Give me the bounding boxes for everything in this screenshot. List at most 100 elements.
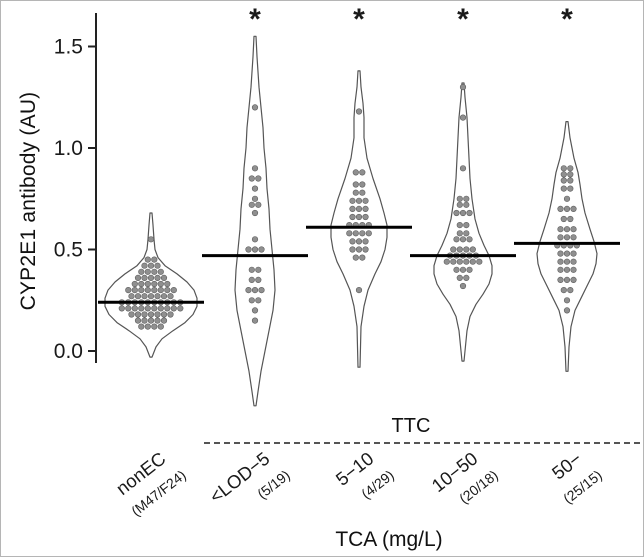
- data-point: [251, 307, 259, 314]
- data-point: [570, 205, 577, 212]
- data-point: [258, 287, 265, 294]
- data-point: [563, 266, 571, 273]
- data-point: [151, 287, 158, 294]
- data-point: [157, 280, 164, 288]
- data-point: [570, 226, 577, 233]
- data-point: [170, 287, 177, 294]
- y-axis-title: CYP2E1 antibody (AU): [17, 91, 40, 311]
- data-point: [453, 266, 460, 273]
- data-point: [567, 165, 574, 172]
- data-point: [359, 189, 366, 196]
- data-point: [443, 258, 450, 265]
- data-point: [251, 246, 259, 253]
- data-point: [349, 205, 356, 212]
- data-point: [144, 256, 151, 263]
- data-point: [570, 276, 577, 284]
- data-point: [258, 246, 265, 253]
- data-point: [557, 266, 564, 273]
- data-point: [245, 246, 252, 253]
- data-point: [141, 293, 148, 300]
- data-point: [138, 280, 145, 288]
- data-point: [560, 177, 567, 184]
- data-point: [157, 268, 164, 275]
- significance-star: *: [561, 3, 573, 36]
- significance-star: *: [457, 3, 469, 36]
- data-point: [160, 274, 168, 282]
- y-tick-label: 1.5: [54, 36, 83, 59]
- violin-outline: [536, 121, 598, 372]
- violin-outline: [330, 70, 388, 368]
- data-point: [459, 236, 467, 243]
- data-point: [141, 311, 148, 318]
- data-point: [352, 189, 359, 196]
- data-point: [456, 230, 463, 237]
- data-point: [557, 258, 564, 265]
- data-point: [362, 246, 369, 253]
- data-point: [355, 246, 363, 253]
- data-point: [459, 83, 467, 91]
- data-point: [355, 108, 363, 115]
- data-point: [251, 195, 259, 202]
- data-point: [563, 234, 571, 241]
- data-point: [141, 274, 148, 282]
- data-point: [251, 209, 259, 217]
- data-point: [151, 280, 158, 288]
- data-point: [251, 185, 259, 192]
- data-point: [131, 280, 138, 288]
- data-point: [134, 293, 142, 300]
- data-point: [459, 114, 467, 121]
- data-point: [466, 209, 473, 217]
- data-point: [160, 311, 168, 318]
- data-point: [456, 195, 463, 202]
- data-point: [255, 175, 262, 182]
- data-point: [349, 197, 356, 204]
- data-point: [134, 274, 142, 282]
- data-point: [138, 305, 145, 312]
- data-point: [359, 169, 366, 176]
- data-point: [359, 230, 366, 237]
- data-point: [563, 307, 571, 314]
- data-point: [147, 293, 155, 300]
- data-point: [359, 181, 366, 188]
- data-point: [154, 262, 161, 269]
- data-point: [476, 258, 483, 265]
- data-point: [459, 266, 467, 273]
- data-point: [255, 297, 262, 304]
- y-tick-label: 1.0: [54, 137, 83, 160]
- data-point: [346, 230, 353, 237]
- data-point: [251, 165, 259, 172]
- data-point: [563, 276, 571, 284]
- data-point: [560, 165, 567, 172]
- data-point: [349, 238, 356, 245]
- data-point: [560, 171, 567, 178]
- data-point: [160, 317, 168, 324]
- data-point: [560, 185, 567, 192]
- data-point: [251, 104, 259, 111]
- data-point: [255, 266, 262, 273]
- data-point: [466, 266, 473, 273]
- data-point: [563, 226, 571, 233]
- data-point: [157, 287, 164, 294]
- data-point: [450, 258, 457, 265]
- data-point: [167, 311, 174, 318]
- data-point: [151, 305, 158, 312]
- data-point: [255, 201, 262, 208]
- data-point: [557, 250, 564, 257]
- data-point: [157, 305, 164, 312]
- violin-outline: [104, 212, 198, 358]
- data-point: [157, 323, 164, 330]
- data-point: [355, 197, 363, 204]
- data-point: [147, 274, 155, 282]
- data-point: [147, 262, 155, 269]
- data-point: [563, 195, 571, 202]
- data-point: [138, 268, 145, 275]
- data-point: [255, 276, 262, 284]
- data-point: [563, 258, 571, 265]
- data-point: [463, 201, 470, 208]
- data-point: [125, 287, 132, 294]
- data-point: [154, 317, 161, 324]
- y-tick-label: 0.0: [54, 340, 83, 363]
- data-point: [125, 305, 132, 312]
- data-point: [355, 205, 363, 212]
